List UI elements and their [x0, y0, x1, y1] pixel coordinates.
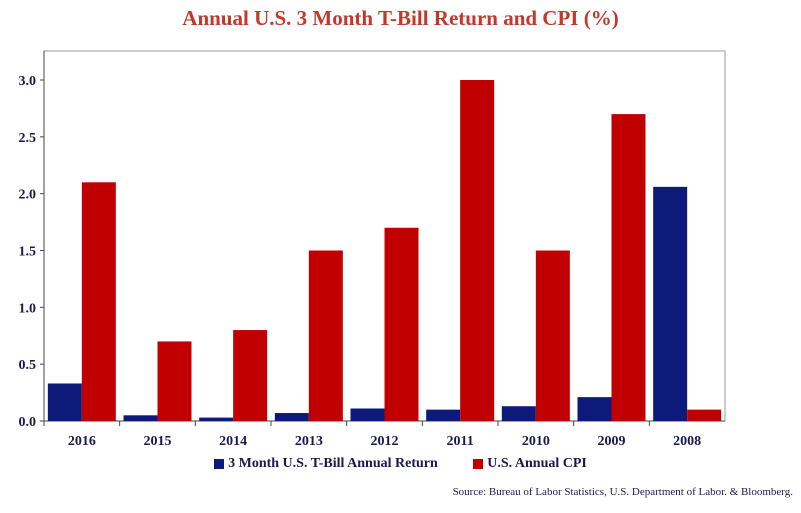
- y-tick-label: 2.5: [19, 131, 37, 146]
- bar-cpi-2015: [157, 341, 192, 421]
- y-tick-label: 0.0: [19, 415, 37, 430]
- bar-cpi-2011: [460, 80, 495, 421]
- legend-swatch-tbill: [214, 459, 225, 469]
- legend-label-cpi: U.S. Annual CPI: [487, 456, 587, 471]
- legend-label-tbill: 3 Month U.S. T-Bill Annual Return: [228, 456, 438, 471]
- bar-cpi-2016: [81, 182, 116, 421]
- x-tick-label: 2008: [673, 434, 701, 449]
- bar-tbill-2010: [501, 406, 536, 421]
- bar-tbill-2015: [123, 415, 158, 421]
- x-tick-label: 2016: [68, 434, 96, 449]
- y-tick-label: 2.0: [19, 188, 37, 203]
- y-tick-label: 1.0: [19, 301, 37, 316]
- legend-item-tbill: 3 Month U.S. T-Bill Annual Return: [214, 456, 438, 472]
- x-tick-label: 2014: [219, 434, 247, 449]
- bar-tbill-2012: [350, 408, 385, 421]
- bar-tbill-2009: [577, 397, 612, 421]
- bar-cpi-2008: [687, 409, 722, 421]
- x-tick-label: 2012: [371, 434, 399, 449]
- bar-cpi-2014: [233, 330, 268, 421]
- y-tick-label: 1.5: [19, 245, 37, 260]
- bar-tbill-2008: [653, 186, 688, 421]
- y-tick-label: 3.0: [19, 74, 37, 89]
- chart-labels: 0.0 0.5 1.0 1.5 2.0 2.5 3.0 2016 2015 2014 2013 201…: [19, 74, 702, 449]
- legend-swatch-cpi: [473, 459, 484, 469]
- bar-cpi-2012: [384, 227, 419, 421]
- bar-cpi-2009: [611, 114, 646, 421]
- bar-tbill-2016: [47, 383, 82, 421]
- bar-tbill-2013: [274, 413, 309, 421]
- bar-cpi-2013: [308, 250, 343, 421]
- chart-title: Annual U.S. 3 Month T-Bill Return and CP…: [182, 6, 619, 30]
- y-tick-label: 0.5: [19, 358, 37, 373]
- bar-tbill-2014: [199, 417, 234, 421]
- bar-cpi-2010: [535, 250, 570, 421]
- x-tick-label: 2010: [522, 434, 550, 449]
- source-note: Source: Bureau of Labor Statistics, U.S.…: [452, 486, 793, 498]
- chart-bars: [47, 80, 722, 421]
- chart-legend: 3 Month U.S. T-Bill Annual Return U.S. A…: [0, 456, 801, 474]
- bar-tbill-2011: [426, 409, 461, 421]
- x-tick-label: 2009: [598, 434, 626, 449]
- x-tick-label: 2015: [144, 434, 172, 449]
- legend-item-cpi: U.S. Annual CPI: [473, 456, 587, 472]
- x-tick-label: 2011: [447, 434, 474, 449]
- x-tick-label: 2013: [295, 434, 323, 449]
